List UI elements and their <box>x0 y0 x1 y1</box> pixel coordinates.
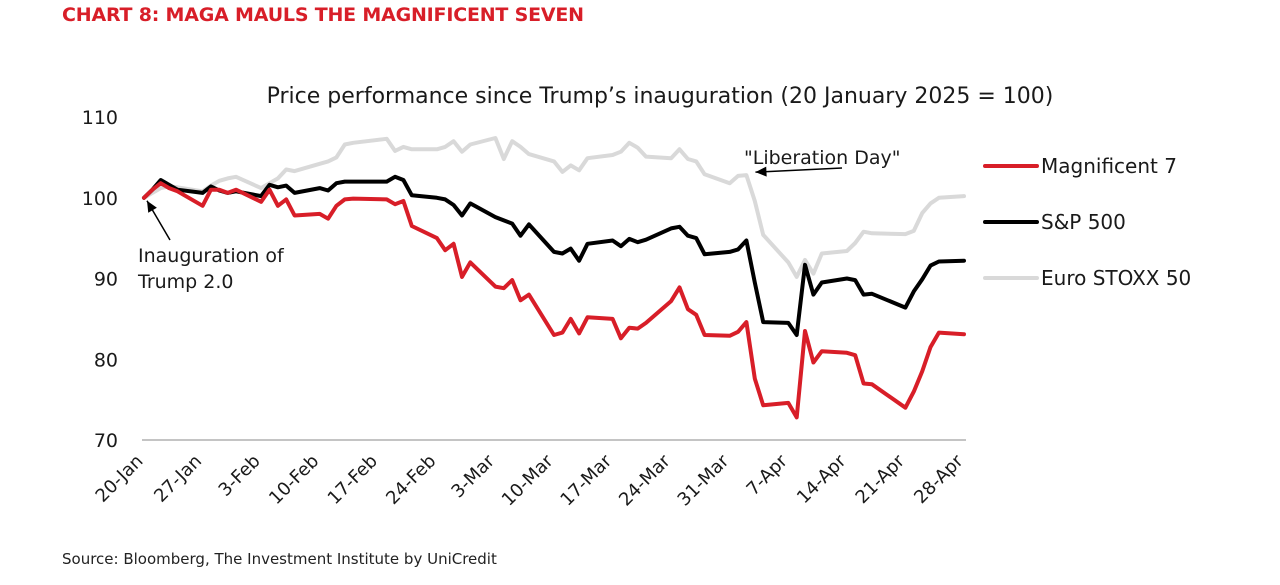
chart-title: Price performance since Trump’s inaugura… <box>267 84 1054 109</box>
series-line-magnificent-7 <box>142 181 966 420</box>
x-axis: 20-Jan 27-Jan 3-Feb 10-Feb 17-Feb 24-Feb 3-Mar… <box>92 450 968 510</box>
source-note: Source: Bloomberg, The Investment Instit… <box>62 550 497 568</box>
y-axis: 70 80 90 100 110 <box>82 107 118 452</box>
y-tick-label: 110 <box>82 107 118 129</box>
y-tick-label: 80 <box>94 349 118 371</box>
annotations-layer: Inauguration of Trump 2.0 "Liberation Day" <box>137 147 901 293</box>
legend-label: Euro STOXX 50 <box>1041 266 1191 290</box>
chart-heading: CHART 8: MAGA MAULS THE MAGNIFICENT SEVE… <box>62 4 584 26</box>
x-tick-label: 3-Mar <box>447 450 499 502</box>
x-tick-label: 14-Apr <box>793 450 851 508</box>
x-tick-label: 10-Mar <box>498 450 558 510</box>
annotation-arrow-head <box>147 200 157 213</box>
y-tick-label: 70 <box>94 430 118 452</box>
annotation-inauguration-text: Inauguration of <box>138 245 285 267</box>
x-tick-label: 24-Feb <box>382 451 440 509</box>
series-line-s-p-500 <box>142 174 966 337</box>
x-tick-label: 27-Jan <box>150 451 206 507</box>
x-tick-label: 10-Feb <box>265 451 323 509</box>
x-tick-label: 17-Feb <box>324 451 382 509</box>
legend-label: Magnificent 7 <box>1041 154 1177 178</box>
x-tick-label: 24-Mar <box>615 450 675 510</box>
x-tick-label: 20-Jan <box>92 451 148 507</box>
annotation-inauguration-text: Trump 2.0 <box>137 271 234 293</box>
x-tick-label: 28-Apr <box>910 450 968 508</box>
legend-label: S&P 500 <box>1041 210 1126 234</box>
series-layer <box>142 136 966 420</box>
y-tick-label: 100 <box>82 188 118 210</box>
x-tick-label: 7-Apr <box>743 450 793 500</box>
x-tick-label: 31-Mar <box>674 450 734 510</box>
annotation-liberation-day-text: "Liberation Day" <box>744 147 901 169</box>
annotation-arrow-head <box>755 166 767 177</box>
annotation-arrow-line <box>755 167 843 173</box>
legend: Magnificent 7 S&P 500 Euro STOXX 50 <box>983 154 1191 290</box>
x-tick-label: 3-Feb <box>215 451 265 501</box>
series-line-euro-stoxx-50 <box>142 136 966 279</box>
x-tick-label: 21-Apr <box>852 450 910 508</box>
x-tick-label: 17-Mar <box>556 450 616 510</box>
y-tick-label: 90 <box>94 269 118 291</box>
